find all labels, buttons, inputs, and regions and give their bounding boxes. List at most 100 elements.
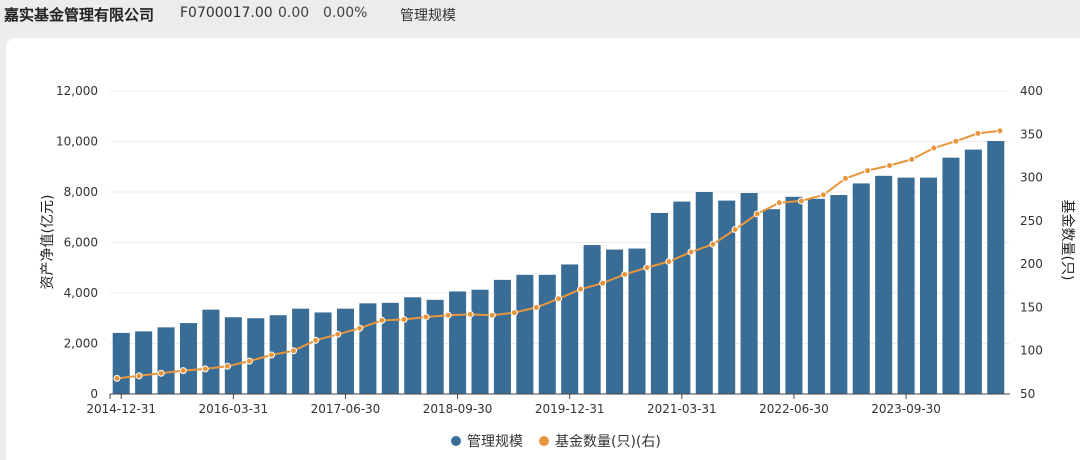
line-point — [643, 264, 651, 272]
bar — [516, 274, 534, 394]
y-left-tick-label: 6,000 — [64, 236, 98, 250]
line-point — [864, 167, 872, 175]
line-point — [731, 226, 739, 234]
line-point — [356, 324, 364, 332]
tab-management-scale[interactable]: 管理规模 — [400, 8, 456, 24]
line-point — [996, 127, 1004, 135]
fund-code: F0700017.00 — [180, 5, 273, 21]
bar — [763, 209, 781, 394]
bar — [852, 183, 870, 394]
y-left-tick-label: 12,000 — [56, 84, 98, 98]
bar — [807, 198, 825, 394]
y-left-tick-label: 2,000 — [64, 337, 98, 351]
line-point — [400, 316, 408, 324]
y-right-tick-label: 100 — [1020, 344, 1043, 358]
line-point — [930, 144, 938, 152]
y-right-tick-label: 50 — [1020, 387, 1035, 401]
line-point — [908, 155, 916, 163]
line-point — [157, 369, 165, 377]
x-tick-label: 2021-03-31 — [647, 402, 717, 416]
x-tick-label: 2023-09-30 — [871, 402, 941, 416]
x-tick-label: 2019-12-31 — [535, 402, 605, 416]
bar — [359, 303, 377, 394]
bar — [157, 327, 175, 394]
y-left-tick-label: 4,000 — [64, 286, 98, 300]
line-point — [135, 372, 143, 380]
line-point — [952, 137, 960, 145]
line-point — [268, 351, 276, 359]
line-point — [532, 303, 540, 311]
y-right-tick-label: 300 — [1020, 171, 1043, 185]
line-point — [510, 309, 518, 317]
bar — [449, 291, 467, 394]
y-right-tick-label: 150 — [1020, 300, 1043, 314]
legend-line-label[interactable]: 基金数量(只)(右) — [555, 433, 661, 450]
x-tick-label: 2022-06-30 — [759, 402, 829, 416]
legend-bar-marker — [451, 436, 461, 446]
bar — [135, 331, 153, 394]
bar — [628, 248, 646, 394]
line-point — [753, 210, 761, 218]
price-value: 0.00 — [278, 5, 310, 21]
legend-line-marker — [539, 436, 549, 446]
x-tick-label: 2014-12-31 — [86, 402, 156, 416]
bar — [314, 312, 332, 394]
bar — [987, 140, 1005, 394]
bar — [336, 308, 354, 394]
bar — [426, 299, 444, 394]
bar — [830, 195, 848, 394]
bar — [650, 212, 668, 394]
legend-bar-label[interactable]: 管理规模 — [467, 434, 523, 450]
bar — [471, 289, 489, 394]
y-right-tick-label: 250 — [1020, 214, 1043, 228]
x-tick-label: 2016-03-31 — [198, 402, 268, 416]
line-point — [113, 374, 121, 382]
line-point — [665, 258, 673, 266]
change-percent: 0.00% — [323, 5, 368, 21]
bar — [202, 309, 220, 394]
y-right-tick-label: 400 — [1020, 84, 1043, 98]
bar — [785, 196, 803, 394]
line-series — [113, 127, 1004, 382]
line-point — [577, 285, 585, 293]
header-bar: 嘉实基金管理有限公司 F0700017.00 0.00 0.00% 管理规模 — [0, 0, 1080, 36]
line-point — [555, 295, 562, 303]
bar — [247, 318, 265, 394]
bar — [875, 175, 893, 394]
bar — [179, 323, 198, 394]
line-point — [466, 310, 474, 318]
line-point — [687, 248, 695, 256]
bar — [919, 177, 938, 394]
bar — [292, 308, 310, 394]
bar — [381, 302, 399, 394]
line-point — [621, 271, 629, 279]
x-tick-label: 2018-09-30 — [423, 402, 493, 416]
line-point — [841, 174, 849, 182]
line-point — [290, 347, 298, 355]
bar — [740, 193, 758, 394]
line-point — [422, 313, 430, 321]
x-tick-label: 2017-06-30 — [311, 402, 381, 416]
bar — [224, 317, 242, 394]
y-right-tick-label: 200 — [1020, 257, 1043, 271]
bar-series — [112, 140, 1005, 394]
y-left-tick-label: 10,000 — [56, 135, 98, 149]
y-left-tick-label: 0 — [90, 387, 98, 401]
y-right-tick-label: 350 — [1020, 127, 1043, 141]
line-point — [974, 129, 982, 137]
y-left-tick-label: 8,000 — [64, 185, 98, 199]
bar — [606, 249, 624, 394]
bar — [583, 245, 601, 394]
axes — [109, 393, 1010, 399]
line-point — [819, 191, 827, 199]
bar — [538, 274, 556, 394]
bar — [695, 192, 713, 394]
y-axis-right-title: 基金数量(只) — [1059, 200, 1076, 281]
tick-labels: 0 2,000 4,000 6,000 8,000 10,000 12,000 50 100 15… — [56, 84, 1043, 416]
bar — [942, 157, 960, 394]
line-point — [444, 311, 452, 319]
bar — [964, 149, 982, 394]
bar — [112, 332, 130, 394]
bar — [897, 177, 915, 394]
line-point — [488, 311, 496, 319]
